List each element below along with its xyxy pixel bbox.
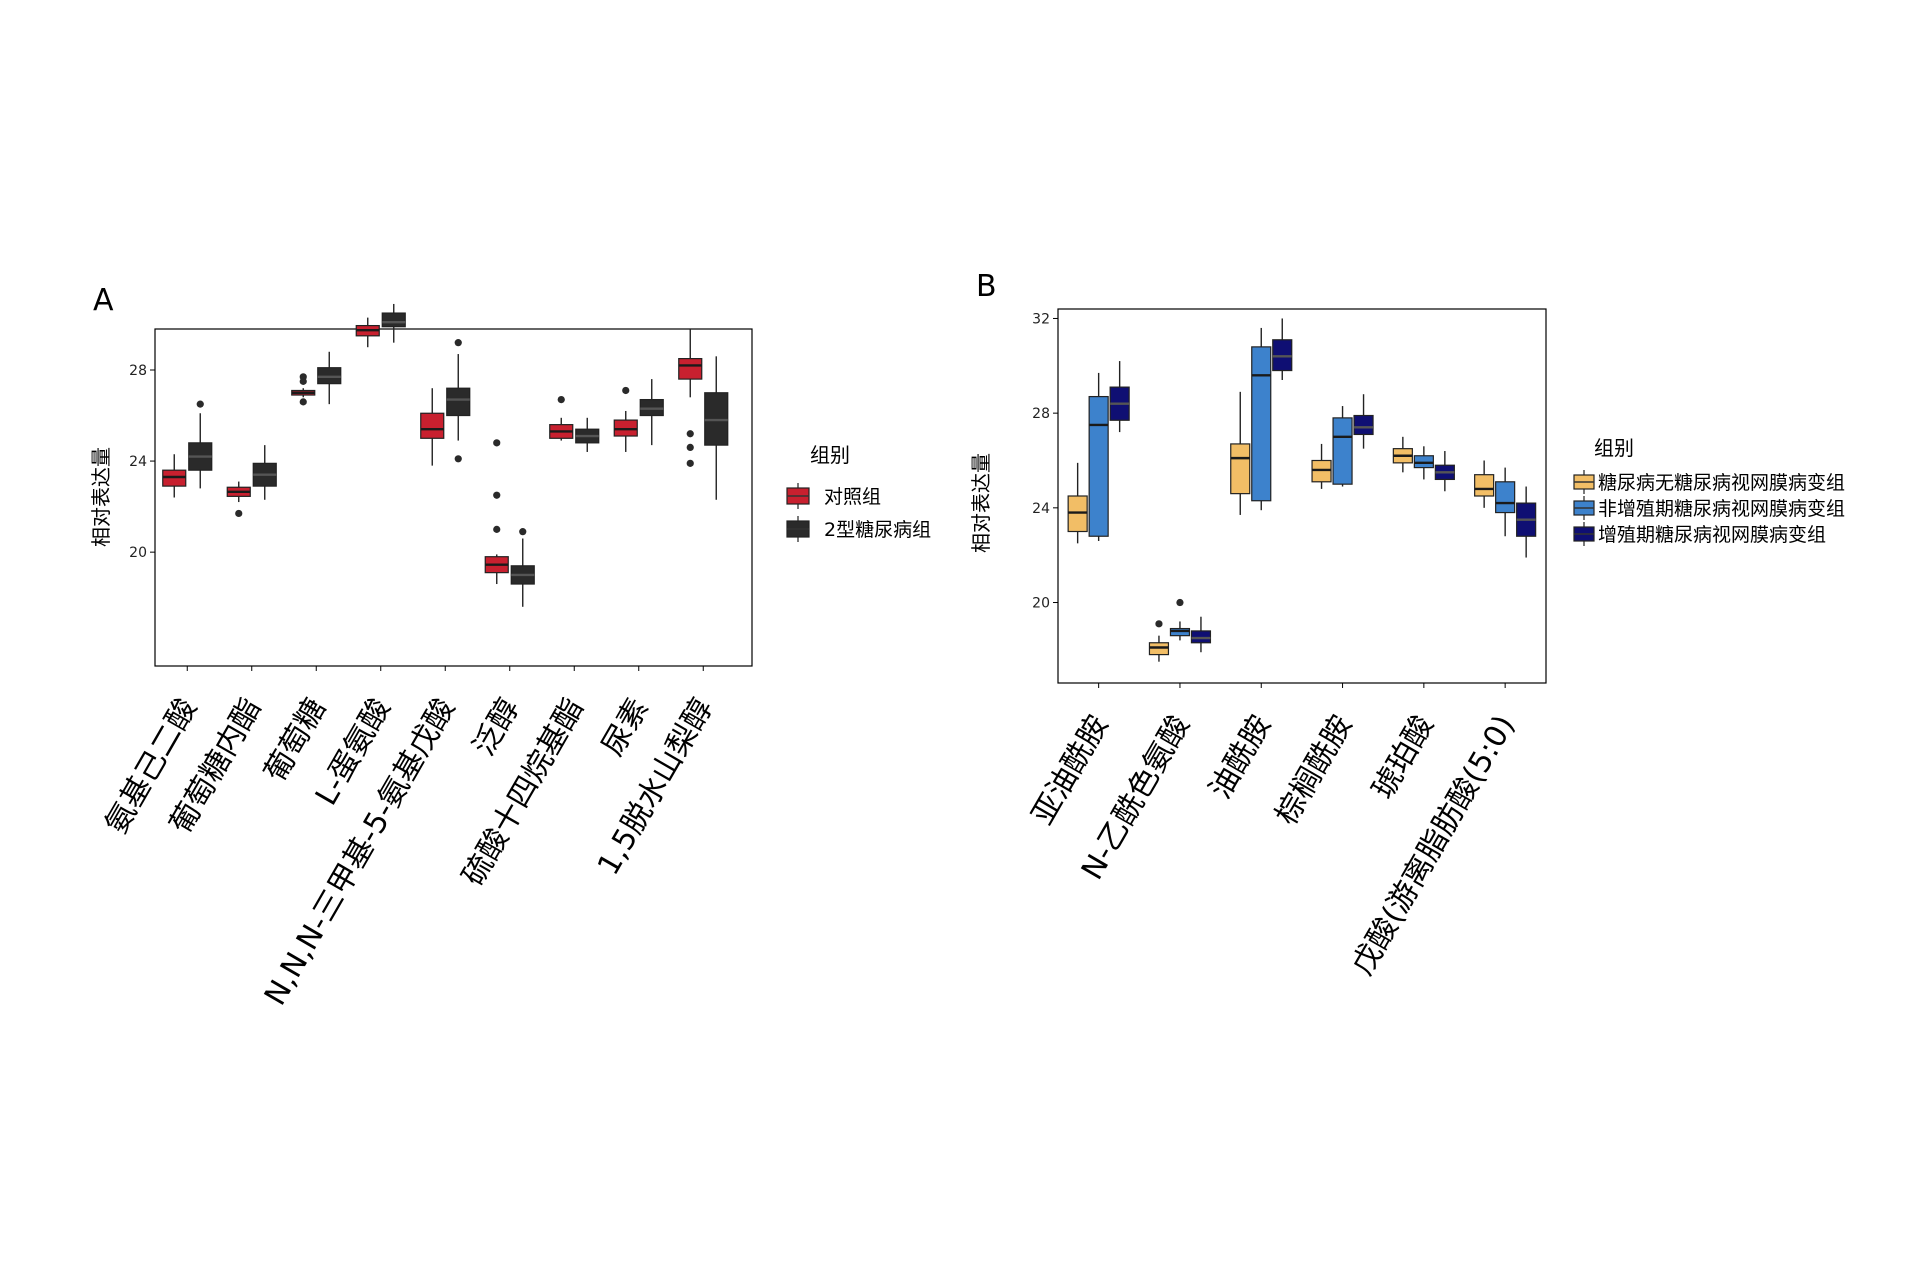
panel-a-category-label: 硫酸十四烷基酯 [456, 693, 591, 892]
panel-b-box [1353, 414, 1374, 436]
panel-a-category-label: 泛醇 [466, 693, 526, 762]
panel-a-outlier-point [196, 400, 204, 408]
panel-a-outlier-point [686, 443, 694, 452]
panel-a-legend-label: 对照组 [824, 486, 881, 508]
panel-a-outlier-point [686, 430, 694, 438]
panel-a-legend-title: 组别 [810, 443, 850, 467]
panel-b-y-tick-label: 20 [1032, 596, 1050, 612]
panel-b-outlier-point [1176, 598, 1184, 607]
panel-b-box [1088, 395, 1109, 537]
panel-b-box [1474, 474, 1495, 497]
panel-a-box [381, 312, 406, 328]
panel-a-category-label: 尿素 [595, 693, 655, 762]
panel-a-outlier-point [557, 395, 565, 404]
panel-b-plot-frame [1057, 308, 1547, 684]
panel-a-legend-label: 2型糖尿病组 [824, 519, 931, 541]
panel-a-box [446, 387, 471, 417]
panel-a-outlier-point [299, 398, 307, 406]
panel-b-y-tick-label: 28 [1032, 406, 1050, 422]
panel-b-legend-title: 组别 [1594, 436, 1634, 460]
panel-a-y-tick-label: 28 [129, 363, 147, 379]
panel-b-category-label: 油酰胺 [1203, 710, 1278, 805]
panel-a-outlier-point [493, 439, 501, 447]
panel-a-outlier-point [493, 525, 501, 533]
panel-a-label: A [93, 283, 114, 318]
panel-b-legend-label: 非增殖期糖尿病视网膜病变组 [1598, 498, 1845, 520]
panel-b-box [1332, 417, 1353, 485]
panel-a-plot-frame [154, 328, 753, 667]
panel-b-category-label: 琥珀酸 [1365, 710, 1440, 805]
panel-b-box [1230, 443, 1251, 495]
panel-b-category-label: 棕榈酰胺 [1269, 710, 1359, 831]
panel-b-category-label: 戊酸(游离脂肪酸(5:0) [1345, 710, 1522, 982]
panel-b-category-label: 亚油酰胺 [1025, 710, 1115, 831]
panel-a-outlier-point [493, 491, 501, 499]
panel-a-outlier-point [299, 373, 307, 381]
panel-a-outlier-point [686, 459, 694, 467]
panel-b-label: B [976, 269, 997, 304]
panel-a-box [420, 412, 445, 439]
panel-a-y-tick-label: 20 [129, 545, 147, 561]
panel-a-outlier-point [235, 509, 243, 518]
panel-a-y-tick-label: 24 [129, 454, 147, 470]
panel-b-y-tick-label: 24 [1032, 501, 1050, 517]
panel-a-outlier-point [454, 455, 462, 463]
panel-b-outlier-point [1155, 620, 1163, 628]
panel-b-y-axis-title: 相对表达量 [969, 453, 993, 553]
panel-b-legend-label: 糖尿病无糖尿病视网膜病变组 [1598, 472, 1845, 494]
panel-b-legend-label: 增殖期糖尿病视网膜病变组 [1598, 524, 1826, 546]
panel-a: A202428相对表达量氨基己二酸葡萄糖内酯葡萄糖L-蛋氨酸N,N,N-三甲基-… [89, 283, 931, 1011]
panel-b-box [1251, 346, 1272, 502]
panel-a-outlier-point [519, 528, 527, 536]
panel-a-box [678, 358, 703, 380]
panel-a-y-axis-title: 相对表达量 [89, 447, 113, 547]
panel-b-y-tick-label: 32 [1032, 311, 1050, 327]
panel-a-outlier-point [454, 339, 462, 347]
panel-b-box [1495, 481, 1516, 514]
panel-a-outlier-point [622, 386, 630, 395]
